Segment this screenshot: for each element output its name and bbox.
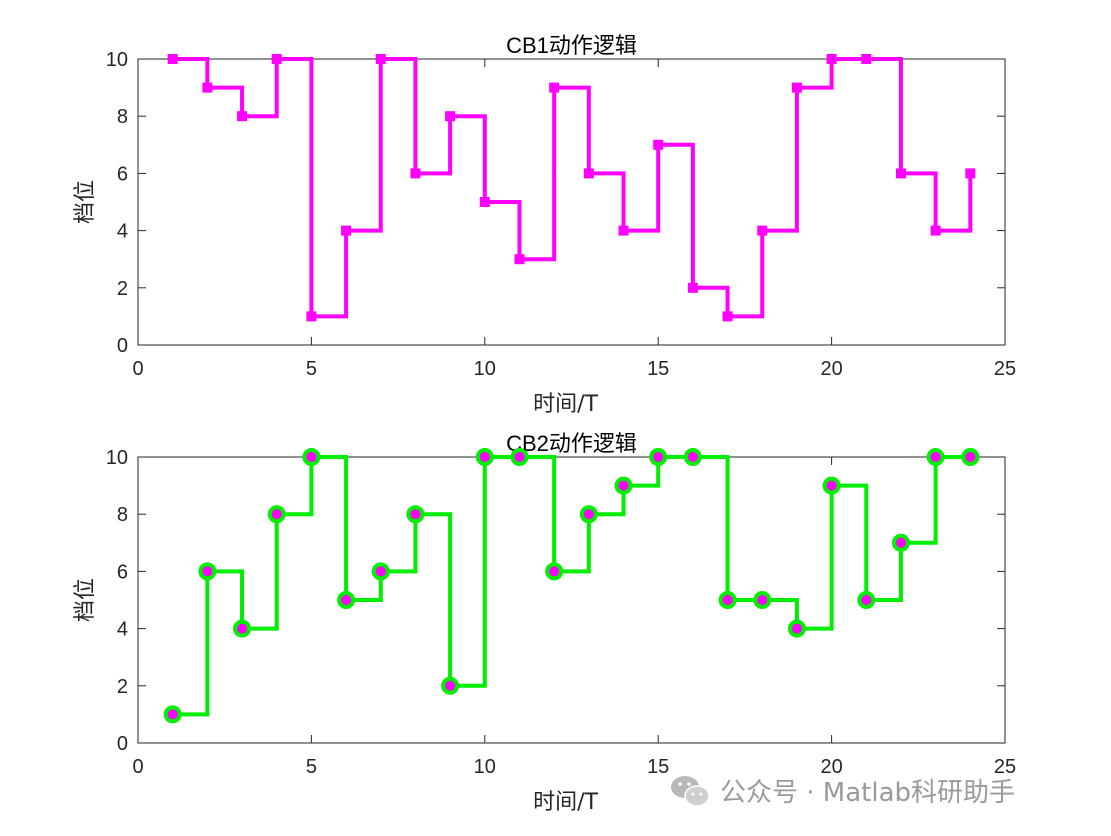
data-point: [410, 168, 421, 179]
data-point: [549, 82, 560, 93]
watermark: 公众号 · Matlab科研助手: [670, 772, 1015, 809]
data-point: [826, 54, 837, 64]
x-tick-label: 20: [820, 358, 842, 380]
x-tick-label: 0: [132, 358, 143, 380]
data-point: [649, 448, 668, 466]
data-point: [614, 476, 633, 495]
data-point: [202, 82, 213, 93]
data-point: [163, 705, 182, 724]
x-tick-label: 5: [306, 756, 317, 778]
data-point: [891, 533, 910, 552]
data-point: [341, 225, 352, 236]
data-point: [926, 448, 945, 466]
x-tick-label: 25: [994, 756, 1016, 778]
data-point: [167, 54, 178, 64]
y-tick-label: 0: [117, 335, 128, 357]
x-tick-label: 15: [647, 756, 669, 778]
y-tick-label: 2: [117, 676, 128, 698]
data-point: [306, 311, 317, 322]
data-point: [441, 676, 460, 695]
data-point: [198, 562, 217, 581]
wechat-icon: [671, 775, 710, 807]
data-point: [579, 505, 598, 524]
data-point: [895, 168, 906, 179]
data-point: [267, 505, 286, 524]
data-point: [930, 225, 941, 236]
y-tick-label: 10: [106, 447, 128, 469]
data-point: [371, 562, 390, 581]
axes-box: [137, 58, 1006, 346]
data-point: [757, 225, 768, 236]
data-point: [857, 591, 876, 609]
data-point: [653, 139, 664, 150]
y-axis-label: 档位: [73, 180, 98, 224]
y-tick-label: 6: [117, 561, 128, 583]
data-point: [545, 562, 564, 581]
data-point: [337, 591, 356, 609]
data-point: [583, 168, 594, 179]
data-point: [822, 476, 841, 495]
data-point: [687, 282, 698, 293]
data-point: [718, 591, 737, 609]
x-axis-label: 时间/T: [533, 790, 598, 815]
data-point: [861, 54, 872, 64]
y-tick-label: 2: [117, 278, 128, 300]
data-point: [787, 619, 806, 638]
x-tick-label: 25: [994, 358, 1016, 380]
data-point: [791, 82, 802, 93]
series-line: [172, 57, 973, 319]
x-tick-label: 10: [474, 756, 496, 778]
y-tick-label: 6: [117, 163, 128, 185]
data-point: [683, 448, 702, 466]
x-tick-label: 20: [820, 756, 842, 778]
data-point: [375, 54, 386, 64]
watermark-text: 公众号 · Matlab科研助手: [720, 778, 1016, 808]
y-tick-label: 4: [117, 619, 128, 641]
data-point: [514, 254, 525, 265]
y-tick-label: 10: [106, 49, 128, 71]
data-point: [233, 619, 252, 638]
y-tick-label: 4: [117, 221, 128, 243]
y-axis-label: 档位: [73, 578, 98, 622]
data-point: [406, 505, 425, 524]
y-tick-label: 8: [117, 504, 128, 526]
y-tick-label: 0: [117, 733, 128, 755]
data-point: [302, 448, 321, 466]
x-tick-label: 0: [132, 756, 143, 778]
data-point: [965, 168, 976, 179]
chart-title: CB1动作逻辑: [506, 33, 637, 58]
data-point: [445, 111, 456, 122]
data-point: [961, 448, 980, 466]
data-point: [753, 591, 772, 609]
x-tick-label: 15: [647, 358, 669, 380]
data-point: [479, 197, 490, 207]
data-point: [722, 311, 733, 322]
data-point: [237, 111, 248, 122]
x-axis-label: 时间/T: [533, 392, 598, 417]
x-tick-label: 10: [474, 358, 496, 380]
y-tick-label: 8: [117, 106, 128, 128]
chart-title: CB2动作逻辑: [506, 431, 637, 456]
data-point: [271, 54, 282, 64]
x-tick-label: 5: [306, 358, 317, 380]
data-point: [475, 448, 494, 466]
data-point: [510, 448, 529, 466]
data-point: [618, 225, 629, 236]
